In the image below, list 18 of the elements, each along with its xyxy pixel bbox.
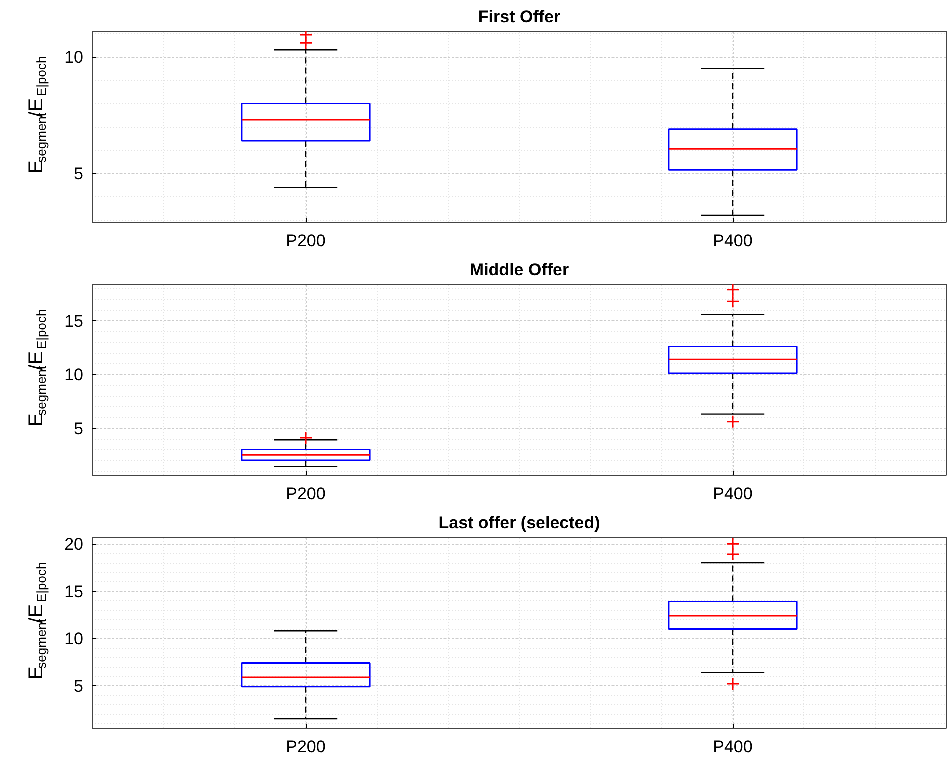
y-tick-label: 5 [74, 164, 84, 184]
x-tick-label: P400 [713, 232, 753, 250]
y-tick-label: 15 [64, 582, 84, 602]
x-tick-label: P400 [713, 738, 753, 756]
x-tick-label: P200 [286, 232, 326, 250]
y-tick-label: 20 [64, 535, 84, 554]
y-tick-label: 5 [74, 676, 84, 696]
y-tick-label: 10 [64, 366, 84, 385]
x-tick-label: P400 [713, 484, 753, 504]
x-tick-label: P200 [286, 738, 326, 756]
y-tick-label: 15 [64, 312, 84, 331]
y-tick-label: 10 [64, 630, 84, 649]
y-tick-label: 10 [64, 48, 84, 68]
x-tick-label: P200 [286, 484, 326, 504]
y-tick-label: 5 [74, 419, 84, 438]
chart-title: Middle Offer [470, 260, 570, 280]
chart-title: First Offer [478, 8, 561, 26]
chart-title: Last offer (selected) [438, 514, 600, 532]
